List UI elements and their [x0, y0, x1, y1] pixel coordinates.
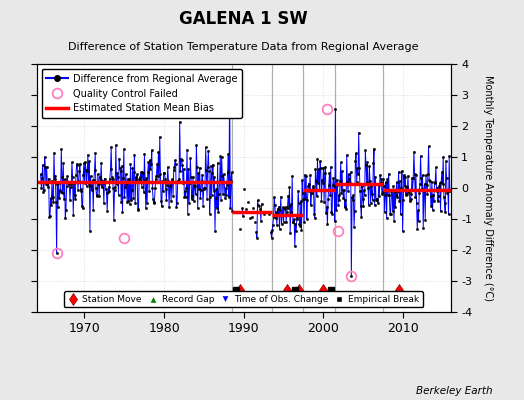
Text: Berkeley Earth: Berkeley Earth: [416, 386, 493, 396]
Legend: Station Move, Record Gap, Time of Obs. Change, Empirical Break: Station Move, Record Gap, Time of Obs. C…: [64, 291, 423, 308]
Y-axis label: Monthly Temperature Anomaly Difference (°C): Monthly Temperature Anomaly Difference (…: [483, 75, 493, 301]
Text: GALENA 1 SW: GALENA 1 SW: [179, 10, 308, 28]
Text: Difference of Station Temperature Data from Regional Average: Difference of Station Temperature Data f…: [69, 42, 419, 52]
